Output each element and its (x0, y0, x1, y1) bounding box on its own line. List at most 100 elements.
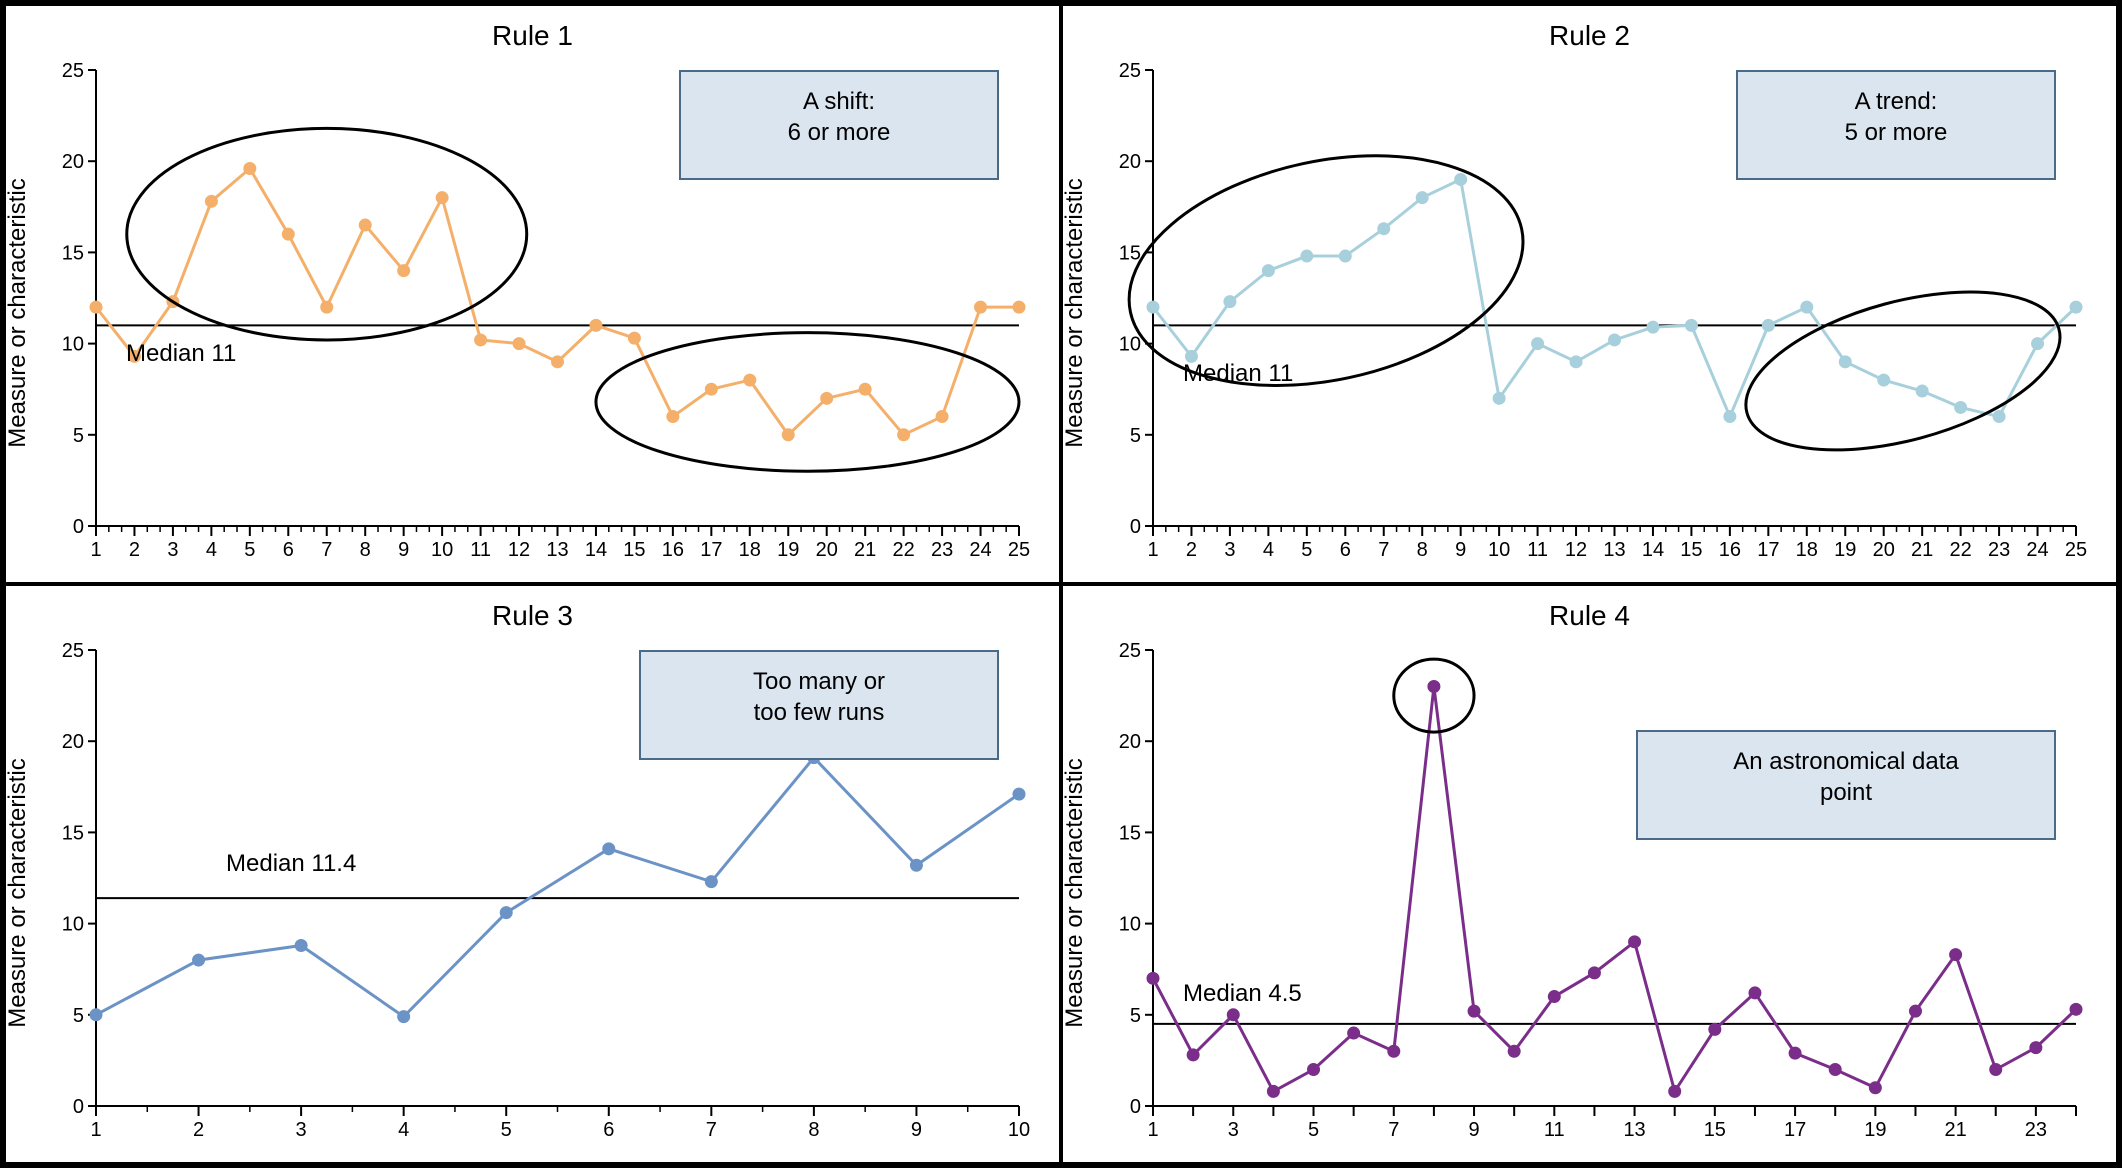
chart-wrap-rule3: Measure or characteristic 05101520251234… (26, 640, 1039, 1146)
svg-text:5: 5 (73, 425, 84, 447)
panel-rule3: Rule 3 Measure or characteristic 0510152… (4, 584, 1061, 1164)
svg-text:15: 15 (1119, 242, 1141, 264)
svg-text:22: 22 (1950, 539, 1972, 561)
svg-text:11: 11 (1544, 1119, 1565, 1141)
svg-text:15: 15 (623, 539, 645, 561)
chart-grid: Rule 1 Measure or characteristic 0510152… (0, 0, 2122, 1168)
svg-text:10: 10 (62, 914, 84, 936)
svg-text:25: 25 (1119, 60, 1141, 82)
y-axis-label: Measure or characteristic (1061, 178, 1089, 447)
svg-text:4: 4 (398, 1119, 409, 1141)
svg-text:14: 14 (585, 539, 607, 561)
svg-text:16: 16 (1719, 539, 1741, 561)
svg-text:5: 5 (1130, 425, 1141, 447)
svg-text:20: 20 (1873, 539, 1895, 561)
svg-text:4: 4 (1263, 539, 1274, 561)
svg-text:22: 22 (893, 539, 915, 561)
svg-text:21: 21 (854, 539, 876, 561)
svg-text:2: 2 (193, 1119, 204, 1141)
svg-text:10: 10 (62, 334, 84, 356)
svg-text:23: 23 (1988, 539, 2010, 561)
svg-text:25: 25 (62, 640, 84, 662)
svg-text:23: 23 (2025, 1119, 2047, 1141)
svg-text:19: 19 (777, 539, 799, 561)
panel-title: Rule 1 (26, 20, 1039, 52)
svg-text:2: 2 (129, 539, 140, 561)
svg-text:5: 5 (244, 539, 255, 561)
svg-text:25: 25 (1008, 539, 1030, 561)
svg-text:19: 19 (1864, 1119, 1886, 1141)
svg-text:1: 1 (90, 1119, 101, 1141)
svg-text:25: 25 (2065, 539, 2087, 561)
callout-rule2: A trend:5 or more (1736, 70, 2056, 180)
svg-text:15: 15 (1704, 1119, 1726, 1141)
svg-text:19: 19 (1834, 539, 1856, 561)
svg-text:17: 17 (1757, 539, 1779, 561)
svg-text:11: 11 (470, 539, 491, 561)
svg-text:25: 25 (62, 60, 84, 82)
svg-text:10: 10 (1119, 334, 1141, 356)
svg-text:20: 20 (1119, 731, 1141, 753)
panel-title: Rule 2 (1083, 20, 2096, 52)
y-axis-label: Measure or characteristic (4, 178, 32, 447)
svg-text:7: 7 (1388, 1119, 1399, 1141)
svg-text:12: 12 (1565, 539, 1587, 561)
svg-text:8: 8 (1417, 539, 1428, 561)
callout-rule3: Too many ortoo few runs (639, 650, 999, 760)
svg-text:10: 10 (1119, 914, 1141, 936)
svg-text:15: 15 (62, 822, 84, 844)
median-label-rule4: Median 4.5 (1183, 980, 1302, 1008)
svg-text:25: 25 (1119, 640, 1141, 662)
svg-text:1: 1 (1147, 1119, 1158, 1141)
svg-text:12: 12 (508, 539, 530, 561)
svg-text:3: 3 (296, 1119, 307, 1141)
svg-text:21: 21 (1911, 539, 1933, 561)
svg-text:16: 16 (662, 539, 684, 561)
svg-text:6: 6 (1340, 539, 1351, 561)
chart-wrap-rule4: Measure or characteristic 05101520251357… (1083, 640, 2096, 1146)
svg-text:20: 20 (1119, 151, 1141, 173)
callout-rule4: An astronomical datapoint (1636, 730, 2056, 840)
svg-text:11: 11 (1527, 539, 1548, 561)
svg-text:20: 20 (816, 539, 838, 561)
svg-text:15: 15 (62, 242, 84, 264)
svg-text:0: 0 (1130, 1096, 1141, 1118)
svg-text:2: 2 (1186, 539, 1197, 561)
svg-text:10: 10 (1008, 1119, 1030, 1141)
panel-title: Rule 4 (1083, 600, 2096, 632)
svg-text:18: 18 (739, 539, 761, 561)
svg-text:0: 0 (73, 516, 84, 538)
svg-text:9: 9 (1468, 1119, 1479, 1141)
median-label-rule2: Median 11 (1183, 360, 1293, 388)
svg-text:10: 10 (1488, 539, 1510, 561)
median-label-rule1: Median 11 (126, 340, 236, 368)
svg-text:6: 6 (283, 539, 294, 561)
svg-text:17: 17 (700, 539, 722, 561)
median-label-rule3: Median 11.4 (226, 850, 356, 878)
svg-text:3: 3 (167, 539, 178, 561)
svg-text:24: 24 (2026, 539, 2048, 561)
chart-wrap-rule1: Measure or characteristic 05101520251234… (26, 60, 1039, 566)
svg-text:18: 18 (1796, 539, 1818, 561)
svg-text:7: 7 (321, 539, 332, 561)
panel-title: Rule 3 (26, 600, 1039, 632)
svg-text:3: 3 (1224, 539, 1235, 561)
svg-text:5: 5 (1308, 1119, 1319, 1141)
svg-text:17: 17 (1784, 1119, 1806, 1141)
chart-svg-rule4: 05101520251357911131517192123 (1083, 640, 2096, 1146)
svg-text:10: 10 (431, 539, 453, 561)
callout-rule1: A shift:6 or more (679, 70, 999, 180)
svg-text:13: 13 (1603, 539, 1625, 561)
svg-text:9: 9 (1455, 539, 1466, 561)
svg-text:7: 7 (1378, 539, 1389, 561)
svg-text:15: 15 (1119, 822, 1141, 844)
svg-text:5: 5 (501, 1119, 512, 1141)
svg-text:24: 24 (969, 539, 991, 561)
y-axis-label: Measure or characteristic (1061, 758, 1089, 1027)
svg-text:5: 5 (1130, 1005, 1141, 1027)
svg-text:9: 9 (911, 1119, 922, 1141)
svg-text:15: 15 (1680, 539, 1702, 561)
panel-rule2: Rule 2 Measure or characteristic 0510152… (1061, 4, 2118, 584)
svg-text:0: 0 (73, 1096, 84, 1118)
svg-text:6: 6 (603, 1119, 614, 1141)
